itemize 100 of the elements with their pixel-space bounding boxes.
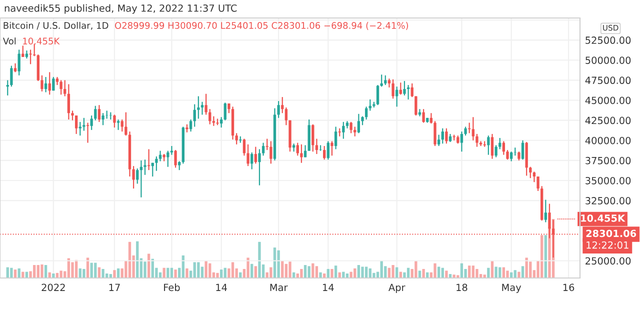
text: naveedik55 published, May 12, 2022 11:37 UTC	[4, 4, 237, 14]
candlestick	[193, 104, 196, 128]
candlestick	[90, 114, 93, 130]
candlestick	[94, 105, 97, 121]
x-tick-label: 18	[456, 284, 468, 292]
candlestick	[44, 76, 48, 93]
bar	[216, 272, 219, 278]
bar	[162, 268, 166, 278]
y-tick-label: 47500.00	[585, 76, 631, 84]
bar	[330, 268, 334, 278]
bar	[52, 273, 55, 278]
x-tick-label: Mar	[270, 284, 288, 292]
bar	[277, 250, 280, 278]
candlestick	[254, 146, 257, 164]
candlestick	[204, 93, 208, 116]
candlestick	[113, 114, 116, 128]
bar	[193, 262, 196, 278]
candlestick	[315, 138, 318, 155]
candlestick	[403, 80, 406, 96]
bar	[350, 272, 352, 278]
candlestick	[208, 108, 212, 125]
bar	[197, 262, 200, 278]
candlestick	[78, 121, 82, 136]
candlestick	[174, 149, 177, 168]
bar	[372, 272, 376, 278]
bar	[102, 268, 104, 278]
candlestick	[189, 118, 192, 132]
bar	[434, 263, 436, 278]
x-tick-label: Apr	[388, 284, 406, 293]
bar	[334, 266, 338, 278]
candlestick	[544, 199, 547, 223]
candlestick	[296, 142, 299, 156]
candlestick	[350, 121, 352, 134]
bar	[315, 266, 318, 278]
candlestick	[510, 151, 513, 162]
candlestick	[29, 49, 32, 65]
candlestick	[368, 98, 372, 112]
bar	[506, 270, 509, 278]
bar	[357, 265, 360, 278]
candlestick	[487, 135, 490, 156]
candlestick	[74, 114, 78, 135]
bar	[258, 242, 261, 278]
bar	[364, 266, 368, 278]
bar	[33, 265, 36, 278]
bar	[525, 258, 528, 278]
candlestick	[48, 72, 51, 96]
candlestick	[536, 176, 540, 192]
x-tick-label: 16	[563, 284, 574, 292]
bar	[71, 262, 74, 278]
candlestick	[410, 82, 414, 98]
bar	[36, 265, 40, 278]
y-tick-label: 32500.00	[586, 197, 631, 204]
candlestick	[506, 149, 509, 160]
text: Vol	[2, 38, 16, 44]
candlestick	[399, 82, 402, 96]
text: 12:22:01	[586, 241, 628, 249]
bar	[174, 270, 177, 278]
bar	[487, 268, 490, 278]
x-tick-label: Feb	[164, 284, 180, 292]
ref-line-label: 28301.06	[586, 230, 636, 238]
y-tick-label: 37500.00	[586, 156, 631, 164]
bar	[113, 270, 116, 278]
candlestick	[284, 106, 288, 126]
candlestick	[376, 84, 380, 106]
bar	[414, 261, 418, 278]
data-label: 10.455K	[581, 214, 626, 222]
bar	[529, 262, 532, 278]
bar	[144, 262, 146, 278]
bar	[186, 268, 188, 278]
candlestick	[200, 101, 204, 116]
y-tick-label: 35000.00	[586, 176, 631, 184]
candlestick	[498, 137, 502, 150]
candlestick	[158, 150, 162, 162]
candlestick	[441, 128, 444, 144]
bar	[60, 270, 62, 278]
x-tick-label: May	[502, 284, 522, 293]
bar	[422, 268, 425, 278]
candlestick	[392, 78, 394, 100]
candlestick	[86, 122, 90, 144]
candlestick	[120, 118, 124, 132]
candlestick	[521, 140, 524, 160]
bar	[437, 266, 440, 278]
candlestick	[60, 80, 62, 96]
x-tick-label: 14	[323, 284, 334, 291]
candlestick	[326, 140, 330, 160]
x-tick-label: 14	[216, 284, 227, 291]
candlestick	[460, 130, 464, 152]
bar	[476, 268, 478, 278]
candlestick	[52, 76, 55, 92]
candlestick	[414, 96, 418, 116]
bar	[246, 258, 250, 278]
bar	[308, 266, 310, 278]
candlestick	[502, 140, 506, 156]
bar	[392, 265, 394, 278]
candlestick	[334, 126, 338, 150]
candlestick	[357, 113, 360, 134]
candlestick	[476, 133, 478, 148]
candlestick	[82, 117, 86, 132]
candlestick	[33, 44, 36, 57]
candlestick	[434, 120, 436, 147]
